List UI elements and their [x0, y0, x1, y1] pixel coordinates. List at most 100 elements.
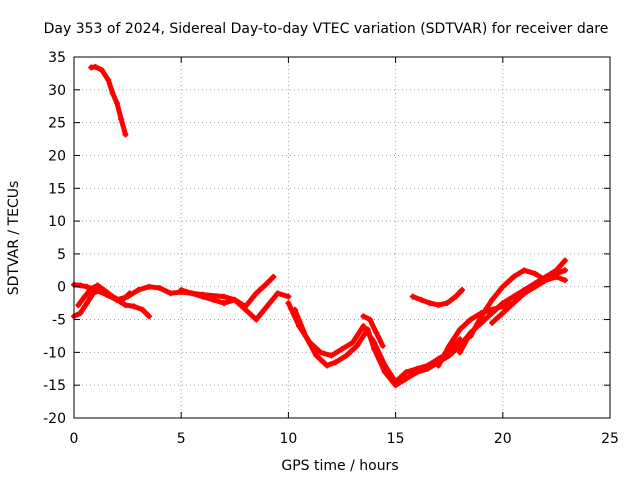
data-point — [446, 352, 453, 359]
data-point — [364, 326, 371, 333]
data-point — [135, 287, 142, 294]
data-point — [285, 300, 292, 307]
data-point — [478, 319, 485, 326]
x-tick-label: 15 — [387, 431, 405, 447]
data-point — [403, 369, 410, 376]
data-point — [489, 319, 496, 326]
data-point — [424, 365, 431, 372]
data-point — [210, 296, 217, 303]
data-point — [366, 316, 373, 323]
data-point — [167, 290, 174, 297]
data-point — [379, 342, 386, 349]
data-point — [467, 316, 474, 323]
data-point — [105, 76, 112, 83]
data-point — [435, 302, 442, 309]
data-point — [285, 293, 292, 300]
data-point — [90, 290, 97, 297]
data-point — [263, 303, 270, 310]
data-point — [499, 283, 506, 290]
data-point — [459, 287, 466, 294]
y-tick-label: 5 — [57, 247, 66, 263]
grid-lines — [74, 57, 610, 418]
data-point — [553, 270, 560, 277]
y-tick-label: 25 — [48, 116, 66, 132]
y-tick-label: 35 — [48, 50, 66, 66]
data-point — [510, 300, 517, 307]
data-point — [489, 296, 496, 303]
data-point — [381, 369, 388, 376]
data-point — [118, 298, 125, 305]
data-point — [332, 359, 339, 366]
chart-title: Day 353 of 2024, Sidereal Day-to-day VTE… — [44, 21, 609, 37]
data-point — [371, 346, 378, 353]
y-tick-label: 20 — [48, 148, 66, 164]
series-track-i — [409, 287, 466, 309]
y-tick-label: 0 — [57, 280, 66, 296]
data-point — [542, 277, 549, 284]
data-point — [83, 300, 90, 307]
data-point — [561, 257, 568, 264]
data-point — [499, 300, 506, 307]
data-point — [302, 332, 309, 339]
x-tick-label: 10 — [279, 431, 297, 447]
data-point — [521, 267, 528, 274]
data-point — [446, 342, 453, 349]
data-point — [77, 282, 84, 289]
data-point — [253, 316, 260, 323]
data-series-layer — [71, 63, 568, 389]
data-point — [231, 296, 238, 303]
data-point — [499, 309, 506, 316]
data-point — [242, 303, 249, 310]
data-point — [328, 352, 335, 359]
data-point — [354, 342, 361, 349]
data-point — [75, 302, 82, 309]
data-point — [349, 339, 356, 346]
data-point — [94, 282, 101, 289]
data-point — [98, 67, 105, 74]
data-point — [221, 300, 228, 307]
y-tick-label: 30 — [48, 83, 66, 99]
data-point — [270, 273, 277, 280]
data-point — [426, 300, 433, 307]
data-point — [113, 99, 120, 106]
data-point — [444, 300, 451, 307]
data-point — [126, 290, 133, 297]
y-tick-label: -5 — [52, 313, 66, 329]
series-track-d — [75, 282, 133, 309]
data-point — [409, 293, 416, 300]
data-point — [521, 290, 528, 297]
data-point — [435, 362, 442, 369]
data-point — [253, 290, 260, 297]
series-line — [489, 267, 568, 326]
x-tick-label: 0 — [70, 431, 79, 447]
data-point — [313, 352, 320, 359]
data-point — [403, 375, 410, 382]
data-point — [531, 270, 538, 277]
data-point — [456, 326, 463, 333]
data-point — [131, 303, 138, 310]
data-point — [178, 287, 185, 294]
data-point — [122, 131, 129, 138]
data-point — [343, 352, 350, 359]
data-point — [118, 116, 125, 123]
plot-frame — [73, 56, 611, 419]
data-point — [274, 290, 281, 297]
data-point — [81, 293, 88, 300]
y-axis-label: SDTVAR / TECUs — [6, 181, 22, 296]
series-track-h — [360, 313, 386, 349]
data-point — [317, 349, 324, 356]
data-point — [414, 369, 421, 376]
data-point — [109, 90, 116, 97]
data-point — [92, 63, 99, 70]
data-point — [456, 336, 463, 343]
y-tick-label: 15 — [48, 181, 66, 197]
y-tick-label: 10 — [48, 214, 66, 230]
data-point — [452, 293, 459, 300]
data-point — [418, 296, 425, 303]
data-point — [101, 287, 108, 294]
data-point — [146, 313, 153, 320]
data-point — [221, 293, 228, 300]
data-point — [467, 329, 474, 336]
data-point — [199, 293, 206, 300]
